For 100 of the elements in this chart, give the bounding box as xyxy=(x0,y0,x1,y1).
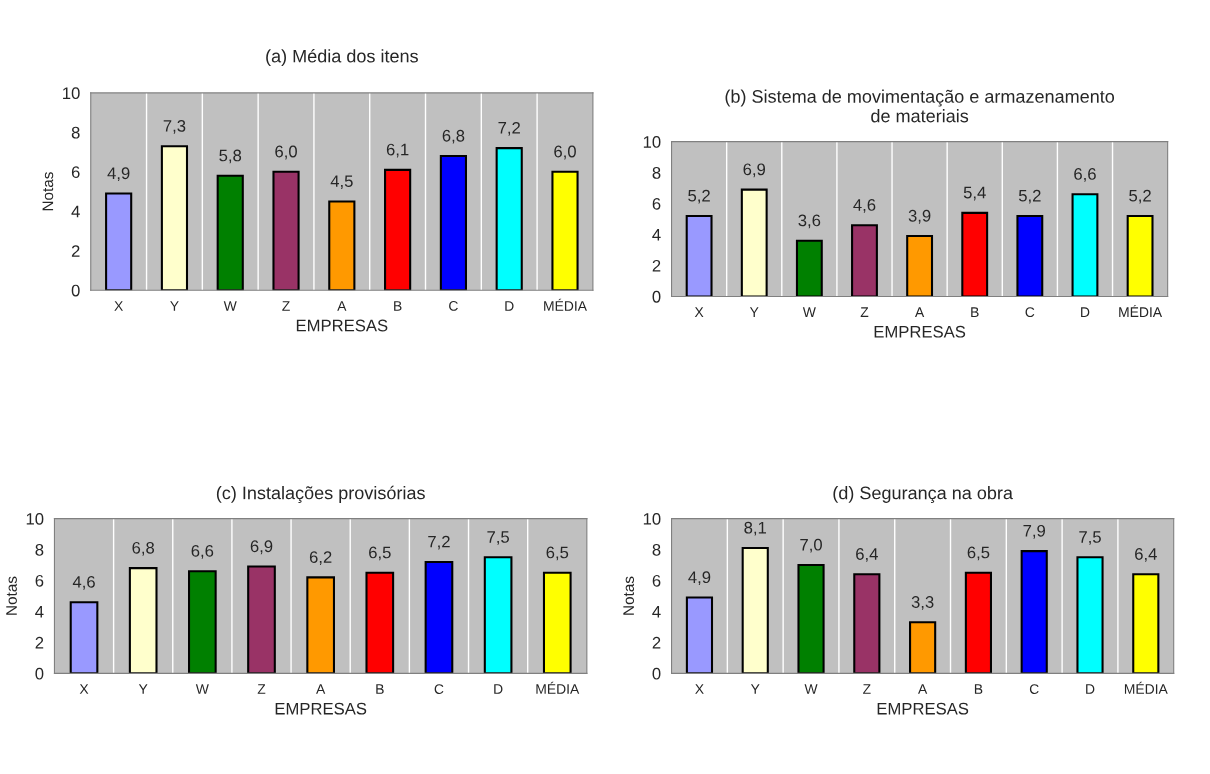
data-label: 6,8 xyxy=(442,129,465,144)
bar xyxy=(685,214,713,297)
x-tick-label: W xyxy=(802,307,816,317)
data-label: 6,4 xyxy=(1135,548,1157,562)
y-tick-label: 8 xyxy=(652,167,661,179)
bar xyxy=(128,567,158,674)
y-tick-label: 10 xyxy=(26,512,44,525)
bar xyxy=(328,200,356,291)
y-axis-title: Notas xyxy=(6,576,17,615)
bar xyxy=(1071,193,1099,297)
y-tick-label: 2 xyxy=(35,636,44,649)
bar xyxy=(551,170,579,291)
x-tick-label: MÉDIA xyxy=(1119,304,1163,317)
bar xyxy=(216,174,244,291)
bar xyxy=(483,556,513,674)
bar xyxy=(741,546,769,674)
bar xyxy=(797,563,825,674)
x-tick-label: C xyxy=(1029,684,1039,694)
data-label: 4,9 xyxy=(688,571,711,586)
y-tick-label: 2 xyxy=(652,636,661,649)
bar xyxy=(424,560,454,674)
chart-title: (a) Média dos itens xyxy=(266,49,418,67)
y-tick-label: 8 xyxy=(35,543,44,556)
x-tick-label: D xyxy=(505,301,514,311)
data-label: 7,2 xyxy=(498,121,520,136)
y-tick-label: 10 xyxy=(63,87,80,100)
data-label: 3,6 xyxy=(798,214,821,229)
x-tick-label: C xyxy=(1025,307,1035,318)
x-tick-label: A xyxy=(918,684,928,694)
data-label: 4,6 xyxy=(72,575,95,590)
data-label: 6,4 xyxy=(856,548,878,562)
bar xyxy=(909,621,937,674)
data-label: 6,5 xyxy=(546,546,569,561)
bar xyxy=(964,571,993,674)
data-label: 6,6 xyxy=(1074,168,1096,182)
data-label: 4,6 xyxy=(853,199,876,213)
x-tick-label: Z xyxy=(257,684,266,694)
x-tick-label: D xyxy=(1081,307,1090,317)
bar xyxy=(795,239,823,297)
x-tick-label: MÉDIA xyxy=(1124,681,1168,694)
x-tick-label: C xyxy=(434,684,444,694)
data-label: 7,5 xyxy=(1079,531,1101,545)
bar xyxy=(1076,556,1104,674)
chart-title: (b) Sistema de movimentação e armazenamento de materiais xyxy=(725,89,1115,123)
data-label: 6,5 xyxy=(369,546,391,561)
chart-title: (d) Segurança na obra xyxy=(833,486,1013,503)
x-tick-label: X xyxy=(114,301,123,311)
x-tick-label: Y xyxy=(749,307,759,317)
bar xyxy=(306,576,335,674)
x-tick-label: B xyxy=(974,684,983,694)
x-tick-label: Z xyxy=(860,307,869,317)
x-tick-label: D xyxy=(1086,684,1095,694)
y-tick-label: 8 xyxy=(71,126,80,139)
bar xyxy=(1016,214,1044,297)
y-tick-label: 4 xyxy=(652,606,661,618)
y-axis-title: Notas xyxy=(42,172,54,211)
x-tick-label: MÉDIA xyxy=(544,298,587,311)
y-tick-label: 6 xyxy=(71,166,80,179)
x-tick-label: Y xyxy=(750,684,760,694)
x-tick-label: X xyxy=(695,684,704,694)
bar xyxy=(961,211,989,297)
data-label: 8,1 xyxy=(744,521,767,536)
y-tick-label: 4 xyxy=(652,229,661,241)
bar xyxy=(1132,573,1160,674)
x-tick-label: B xyxy=(394,301,402,311)
y-tick-label: 4 xyxy=(71,205,80,218)
bar xyxy=(906,235,934,297)
y-tick-label: 6 xyxy=(35,574,44,587)
bar xyxy=(365,571,395,674)
x-tick-label: MÉDIA xyxy=(536,681,580,694)
x-tick-label: A xyxy=(316,684,326,694)
x-tick-label: W xyxy=(223,301,237,311)
x-tick-label: X xyxy=(694,307,704,317)
y-axis-title: Notas xyxy=(623,576,635,615)
x-tick-label: B xyxy=(971,307,979,317)
y-tick-label: 8 xyxy=(652,543,661,556)
data-label: 4,9 xyxy=(107,167,130,182)
bar xyxy=(740,188,768,297)
x-tick-label: Z xyxy=(863,684,871,694)
data-label: 6,8 xyxy=(132,541,155,556)
data-label: 5,2 xyxy=(1129,189,1151,204)
x-tick-label: Y xyxy=(170,301,179,311)
y-tick-label: 0 xyxy=(652,290,661,303)
data-label: 7,2 xyxy=(428,535,450,550)
bar xyxy=(1126,214,1154,297)
y-tick-label: 6 xyxy=(652,197,661,210)
data-label: 6,1 xyxy=(386,143,409,158)
data-label: 6,5 xyxy=(967,546,990,561)
x-tick-label: A xyxy=(337,301,347,311)
bar xyxy=(384,168,412,291)
data-label: 3,9 xyxy=(908,209,931,224)
data-label: 6,9 xyxy=(743,163,766,178)
data-label: 7,3 xyxy=(163,119,186,134)
data-label: 6,2 xyxy=(309,551,332,565)
y-tick-label: 4 xyxy=(35,606,44,618)
data-label: 5,2 xyxy=(1018,189,1041,204)
bar xyxy=(272,170,300,291)
data-label: 6,6 xyxy=(191,545,214,559)
y-tick-label: 0 xyxy=(652,667,661,680)
bar xyxy=(105,192,133,291)
